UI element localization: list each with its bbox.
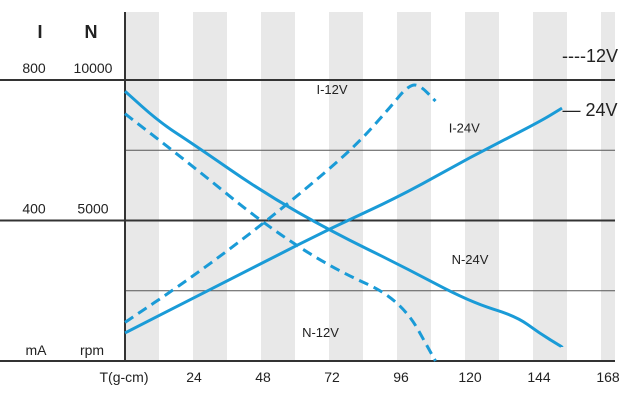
chart-grid — [0, 79, 615, 362]
legend-entry-solid: — 24V — [562, 100, 617, 120]
current-tick-label: 800 — [22, 60, 46, 76]
series-line-n-24v — [123, 90, 563, 349]
legend-entry-dashed: ----12V — [562, 46, 618, 66]
speed-unit-label: rpm — [80, 342, 104, 358]
current-axis-header: I — [37, 22, 42, 42]
series-label-i-24v: I-24V — [449, 121, 480, 136]
series-line-i-12v — [124, 83, 437, 324]
background-band — [465, 12, 499, 361]
x-tick-label: 96 — [393, 369, 409, 385]
background-band — [329, 12, 363, 361]
series-label-n-24v: N-24V — [452, 252, 489, 267]
current-unit-label: mA — [26, 342, 48, 358]
background-band — [397, 12, 431, 361]
background-band — [533, 12, 567, 361]
chart-labels: I N 400 800 5000 10000 mA rpm T(g-cm) 24 48 72 96 120… — [22, 22, 619, 385]
background-band — [261, 12, 295, 361]
speed-tick-label: 5000 — [77, 201, 108, 217]
background-band — [193, 12, 227, 361]
chart-series — [123, 83, 563, 362]
current-tick-label: 400 — [22, 201, 46, 217]
chart-bands — [125, 12, 615, 361]
x-tick-label: 168 — [596, 369, 619, 385]
x-tick-label: 72 — [324, 369, 340, 385]
background-band — [125, 12, 159, 361]
background-band — [601, 12, 615, 361]
x-tick-label: 120 — [458, 369, 482, 385]
x-tick-label: 24 — [186, 369, 202, 385]
series-label-n-12v: N-12V — [302, 325, 339, 340]
x-tick-label: 144 — [527, 369, 551, 385]
x-axis-unit-label: T(g-cm) — [100, 369, 149, 385]
x-tick-label: 48 — [255, 369, 271, 385]
speed-tick-label: 10000 — [74, 60, 113, 76]
series-line-i-24v — [124, 106, 563, 335]
series-label-i-12v: I-12V — [316, 82, 347, 97]
speed-axis-header: N — [85, 22, 98, 42]
series-line-n-12v — [124, 112, 437, 362]
